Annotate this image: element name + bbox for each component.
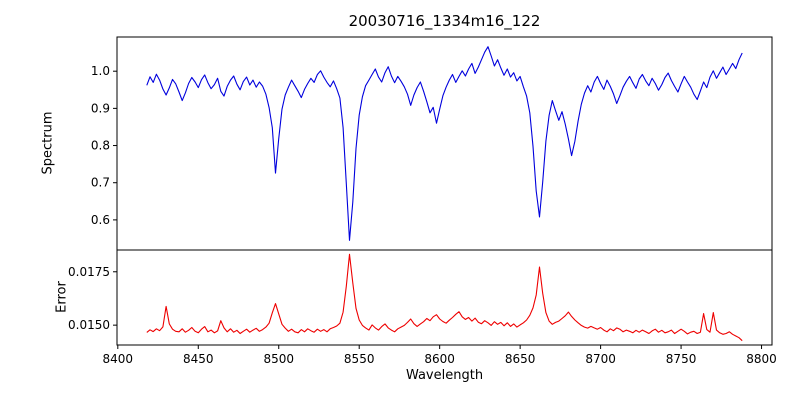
x-tick-label: 8600 [424, 352, 455, 366]
error-y-tick-label: 0.0175 [68, 265, 110, 279]
x-axis-label: Wavelength [405, 368, 484, 383]
spectrum-y-tick-label: 1.0 [91, 64, 110, 78]
spectrum-y-tick-label: 0.8 [91, 139, 110, 153]
x-tick-label: 8450 [183, 352, 214, 366]
error-line [146, 253, 743, 342]
spectrum-panel-frame [116, 36, 773, 251]
x-tick-label: 8500 [263, 352, 294, 366]
spectrum-y-tick-label: 0.7 [91, 176, 110, 190]
error-y-tick-label: 0.0150 [68, 318, 110, 332]
x-tick-label: 8750 [666, 352, 697, 366]
x-tick-label: 8400 [103, 352, 134, 366]
spectrum-y-tick-label: 0.9 [91, 101, 110, 115]
chart-title: 20030716_1334m16_122 [348, 12, 541, 30]
x-tick-label: 8650 [505, 352, 536, 366]
x-tick-label: 8700 [585, 352, 616, 366]
x-tick-label: 8800 [746, 352, 777, 366]
spectrum-line [146, 46, 743, 241]
error-panel-frame [116, 249, 773, 346]
x-tick-label: 8550 [344, 352, 375, 366]
spectrum-y-tick-label: 0.6 [91, 213, 110, 227]
